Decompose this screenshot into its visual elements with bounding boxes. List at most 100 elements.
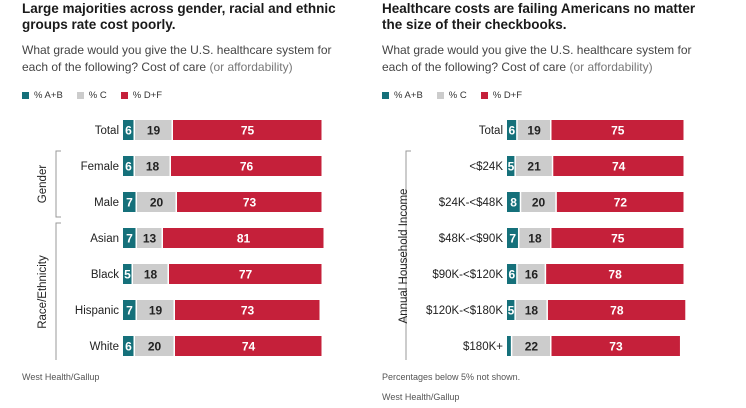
bar-a-b-24k	[507, 156, 515, 176]
bar-a-b-male	[123, 192, 136, 212]
data-label-c-hispanic: 19	[149, 304, 163, 318]
data-label-d-f-female: 76	[240, 160, 254, 174]
data-label-d-f-white: 74	[242, 340, 256, 354]
left-legend-label-ab: % A+B	[34, 90, 63, 101]
bar-a-b-90k-120k	[507, 264, 517, 284]
bar-c-total	[135, 120, 172, 140]
data-label-d-f-asian: 81	[237, 232, 251, 246]
group-label-gender: Gender	[37, 165, 49, 204]
bar-c-hispanic	[137, 300, 174, 320]
bar-d-f-male	[177, 192, 322, 212]
bar-a-b-120k-180k	[507, 300, 515, 320]
right-legend-swatch-c	[436, 92, 444, 99]
data-label-d-f-male: 73	[243, 196, 257, 210]
left-legend-swatch-df	[120, 92, 128, 99]
data-label-a-b-total: 6	[508, 124, 515, 138]
bar-d-f-24k	[553, 156, 684, 176]
category-label-black: Black	[91, 269, 119, 281]
right-legend-item-ab: % A+B	[382, 90, 423, 101]
bar-c-120k-180k	[515, 300, 547, 320]
data-label-a-b-120k-180k: 5	[508, 304, 515, 318]
bar-c-24k-48k	[521, 192, 556, 212]
data-label-a-b-male: 7	[126, 196, 133, 210]
left-legend-label-df: % D+F	[132, 90, 163, 101]
right-chart-subtitle: What grade would you give the U.S. healt…	[382, 42, 712, 76]
bar-c-asian	[137, 228, 162, 248]
left-legend-item-ab: % A+B	[22, 90, 63, 101]
data-label-d-f-black: 77	[239, 268, 253, 282]
data-label-d-f-90k-120k: 78	[608, 268, 622, 282]
group-bracket-annual-household-income	[405, 150, 411, 360]
bar-a-b-white	[123, 336, 134, 356]
left-legend-swatch-c	[76, 92, 84, 99]
data-label-d-f-24k: 74	[612, 160, 626, 174]
group-bracket-race-ethnicity	[55, 222, 61, 360]
category-label-90k-120k: $90K-<$120K	[432, 269, 503, 281]
data-label-d-f-24k-48k: 72	[614, 196, 628, 210]
bar-c-90k-120k	[517, 264, 545, 284]
data-label-c-male: 20	[150, 196, 164, 210]
data-label-a-b-24k-48k: 8	[510, 196, 517, 210]
data-label-a-b-black: 5	[124, 268, 131, 282]
right-legend-swatch-df	[480, 92, 488, 99]
category-label-white: White	[90, 341, 119, 353]
bar-d-f-120k-180k	[547, 300, 686, 320]
bar-c-24k	[515, 156, 552, 176]
category-label-female: Female	[81, 161, 119, 173]
data-label-c-120k-180k: 18	[525, 304, 539, 318]
data-label-c-asian: 13	[143, 232, 157, 246]
bar-d-f-black	[169, 264, 322, 284]
left-chart-subtitle: What grade would you give the U.S. healt…	[22, 42, 352, 76]
data-label-d-f-48k-90k: 75	[611, 232, 625, 246]
data-label-c-48k-90k: 18	[528, 232, 542, 246]
data-label-a-b-90k-120k: 6	[508, 268, 515, 282]
bar-c-female	[135, 156, 170, 176]
data-label-d-f-hispanic: 73	[241, 304, 255, 318]
bar-c-white	[135, 336, 174, 356]
bar-d-f-asian	[163, 228, 324, 248]
right-legend: % A+B % C % D+F	[382, 90, 522, 101]
group-label-race-ethnicity: Race/Ethnicity	[37, 255, 49, 329]
right-subtitle-paren: (or affordability)	[569, 60, 653, 74]
right-legend-label-df: % D+F	[492, 90, 523, 101]
data-label-c-female: 18	[146, 160, 160, 174]
right-legend-label-c: % C	[448, 90, 467, 101]
data-label-a-b-24k: 5	[508, 160, 515, 174]
bar-a-b-female	[123, 156, 134, 176]
category-label-180k: $180K+	[463, 341, 503, 353]
category-label-male: Male	[94, 197, 119, 209]
category-label-asian: Asian	[90, 233, 119, 245]
right-subtitle-main: What grade would you give the U.S. healt…	[382, 43, 692, 74]
data-label-c-black: 18	[144, 268, 158, 282]
data-label-a-b-white: 6	[125, 340, 132, 354]
bar-c-male	[137, 192, 176, 212]
bar-d-f-female	[171, 156, 322, 176]
bar-a-b-24k-48k	[507, 192, 520, 212]
right-source: West Health/Gallup	[382, 392, 460, 402]
left-subtitle-main: What grade would you give the U.S. healt…	[22, 43, 332, 74]
bar-d-f-total	[551, 120, 684, 140]
bar-a-b-hispanic	[123, 300, 136, 320]
bar-a-b-black	[123, 264, 132, 284]
bar-a-b-48k-90k	[507, 228, 518, 248]
data-label-c-180k: 22	[525, 340, 539, 354]
left-legend-label-c: % C	[88, 90, 107, 101]
bar-a-b-180k	[507, 336, 511, 356]
left-legend-swatch-ab	[22, 92, 29, 99]
data-label-c-24k-48k: 20	[532, 196, 546, 210]
category-label-120k-180k: $120K-<$180K	[426, 305, 503, 317]
right-bar-chart: Total 6 19 75<$24K 5 21 74$24K-<$48K 8 20 72$48K-…	[398, 120, 686, 360]
group-label-annual-household-income: Annual Household Income	[398, 189, 410, 324]
bar-a-b-total	[123, 120, 134, 140]
data-label-c-total: 19	[147, 124, 161, 138]
bar-d-f-90k-120k	[546, 264, 684, 284]
left-subtitle-paren: (or affordability)	[209, 60, 293, 74]
category-label-24k-48k: $24K-<$48K	[439, 197, 504, 209]
bar-a-b-asian	[123, 228, 136, 248]
left-chart-title: Large majorities across gender, racial a…	[22, 1, 336, 32]
data-label-c-white: 20	[148, 340, 162, 354]
bar-d-f-hispanic	[175, 300, 320, 320]
bar-c-black	[133, 264, 168, 284]
data-label-a-b-female: 6	[125, 160, 132, 174]
right-panel: Healthcare costs are failing Americans n…	[382, 0, 746, 408]
